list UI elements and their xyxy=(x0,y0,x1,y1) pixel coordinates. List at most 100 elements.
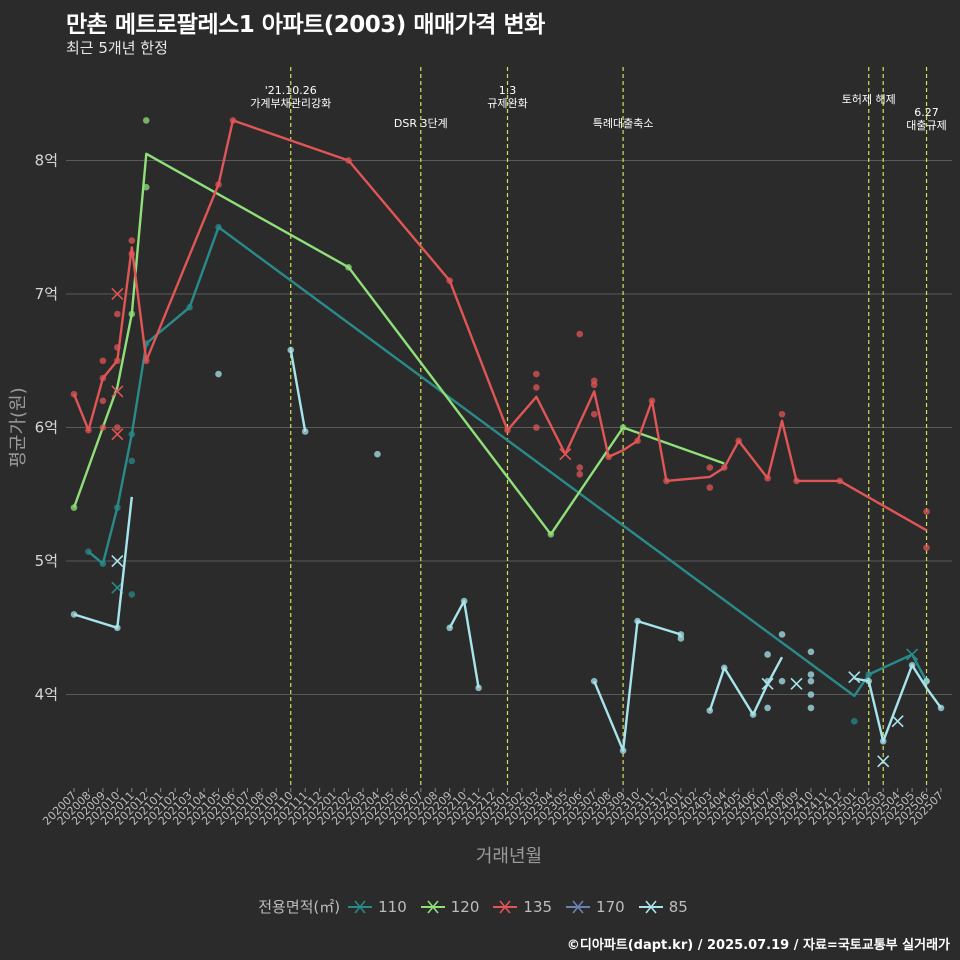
series-85-point xyxy=(749,711,757,718)
series-135-point xyxy=(764,474,771,482)
chart-title: 만촌 메트로팔레스1 아파트(2003) 매매가격 변화 xyxy=(66,12,545,38)
series-135-point xyxy=(533,384,540,391)
legend-label: 110 xyxy=(378,897,407,916)
series-135-point xyxy=(114,344,121,351)
series-120-point xyxy=(345,263,352,271)
series-135-cross-marker xyxy=(111,287,124,301)
series-135-point xyxy=(99,424,107,431)
legend-label: 170 xyxy=(596,897,625,916)
series-85-cross-marker xyxy=(790,677,803,690)
series-135-point xyxy=(215,181,222,188)
chart-subtitle: 최근 5개년 한정 xyxy=(66,39,168,57)
series-85-line xyxy=(708,656,784,716)
series-120-point xyxy=(128,310,136,318)
series-110-point xyxy=(128,457,136,465)
series-85-cross-marker xyxy=(848,671,861,684)
series-135-point xyxy=(778,410,786,418)
y-tick-label: 6억 xyxy=(35,419,58,437)
series-135-point xyxy=(114,424,121,431)
event-annotation: 1.3 규제완화 xyxy=(487,84,527,110)
series-85-line xyxy=(593,619,682,752)
series-135-point xyxy=(923,508,930,515)
event-annotation: '21.10.26 가계부채관리강화 xyxy=(250,84,331,110)
series-135-point xyxy=(99,374,107,382)
y-tick-label: 7억 xyxy=(35,285,58,303)
y-tick-label: 4억 xyxy=(35,686,58,704)
series-135-point xyxy=(533,370,540,378)
series-135-point xyxy=(142,357,150,365)
series-135-point xyxy=(114,310,121,318)
legend-item-110: 110 xyxy=(348,898,407,916)
series-85-point xyxy=(865,677,873,685)
series-85-cross-marker xyxy=(877,755,890,768)
series-135-cross-marker xyxy=(559,448,572,461)
legend-label: 135 xyxy=(523,897,553,916)
series-135-point xyxy=(576,464,584,471)
series-85-point xyxy=(460,597,468,605)
series-85-point xyxy=(70,611,78,618)
series-85-point xyxy=(764,704,771,712)
series-120-point xyxy=(142,183,150,191)
series-110-point xyxy=(215,223,222,231)
series-85-point xyxy=(590,677,598,685)
series-120-point xyxy=(70,504,78,511)
legend-item-135: 135 xyxy=(493,898,552,916)
series-85-point xyxy=(287,346,295,354)
series-85-point xyxy=(879,737,887,745)
series-85-line xyxy=(448,599,480,689)
legend-key-icon xyxy=(348,899,373,914)
series-135-point xyxy=(590,381,598,389)
event-annotation: 토허제 해제 xyxy=(842,92,896,106)
price-chart: 4억5억6억7억8억202007202008202009202010202011… xyxy=(8,67,952,867)
x-axis-label: 거래년월 xyxy=(476,846,542,867)
series-135-point xyxy=(99,397,107,405)
series-135-point xyxy=(229,117,237,124)
series-110-cross-marker xyxy=(906,648,919,661)
series-110-point xyxy=(851,717,858,725)
series-110-point xyxy=(99,560,107,567)
series-85-point xyxy=(807,691,815,698)
series-135-line xyxy=(72,119,928,532)
series-120-point xyxy=(142,117,150,124)
series-85-point xyxy=(215,370,222,378)
series-135-point xyxy=(634,437,641,445)
series-135-point xyxy=(85,426,92,434)
series-135-point xyxy=(590,410,598,418)
series-85-point xyxy=(807,648,815,656)
series-85-point xyxy=(908,661,916,669)
series-135-point xyxy=(836,477,844,485)
series-85-point xyxy=(778,677,786,685)
legend-item-120: 120 xyxy=(420,898,479,916)
series-85-point xyxy=(677,635,685,642)
series-135-point xyxy=(605,453,612,461)
series-85-point xyxy=(807,704,815,712)
series-135-point xyxy=(706,484,714,491)
series-120-point xyxy=(619,424,627,431)
legend-key-icon xyxy=(638,899,663,914)
event-annotation: 특례대출축소 xyxy=(593,117,654,130)
legend-label: 85 xyxy=(668,897,688,916)
series-135-point xyxy=(504,426,511,434)
legend-item-170: 170 xyxy=(566,898,625,916)
series-135-cross-marker xyxy=(111,385,124,398)
series-85-point xyxy=(706,707,714,714)
legend-key-icon xyxy=(420,899,445,914)
series-85-point xyxy=(937,704,945,712)
series-135-cross-marker xyxy=(111,428,124,441)
series-135-point xyxy=(648,397,656,405)
y-tick-label: 5억 xyxy=(35,552,58,570)
series-110-point xyxy=(128,430,136,438)
series-110-point xyxy=(114,504,121,511)
series-120-line xyxy=(72,152,725,536)
series-135-point xyxy=(99,357,107,365)
series-110-point xyxy=(186,304,193,311)
series-135-point xyxy=(663,477,670,485)
series-85-point xyxy=(807,671,815,678)
series-85-point xyxy=(619,747,627,754)
series-135-point xyxy=(128,237,136,244)
series-85-point xyxy=(923,677,930,685)
event-annotation: DSR 3단계 xyxy=(394,117,448,130)
series-85-point xyxy=(634,617,641,625)
series-135-point xyxy=(70,390,78,398)
legend: 전용면적(㎡) 110 120 135 170 85 xyxy=(0,896,960,917)
